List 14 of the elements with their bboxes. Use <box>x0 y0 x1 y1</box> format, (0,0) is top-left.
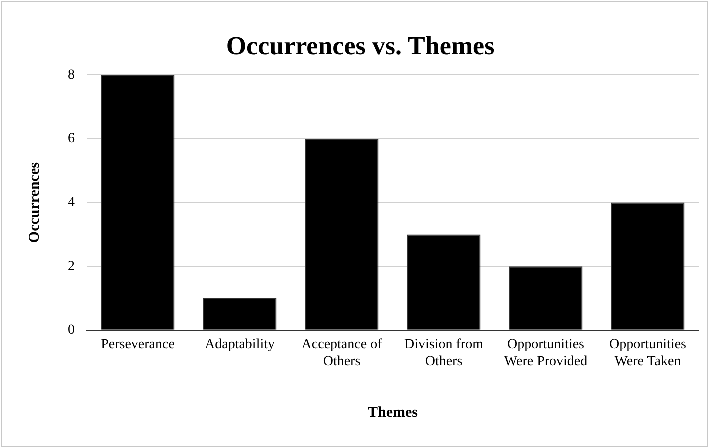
x-tick-label: Adaptability <box>205 337 275 352</box>
y-tick-label: 8 <box>68 68 75 83</box>
y-tick-label: 2 <box>68 259 75 274</box>
x-tick-label: Perseverance <box>101 337 175 352</box>
y-tick-label: 4 <box>68 195 75 210</box>
x-tick-label: Opportunities Were Provided <box>504 337 588 370</box>
x-tick-label: Division from Others <box>404 337 484 370</box>
y-tick-label: 0 <box>68 323 75 338</box>
y-axis-title: Occurrences <box>26 162 43 244</box>
x-tick-label: Acceptance of Others <box>302 337 383 370</box>
x-tick-label: Opportunities Were Taken <box>610 337 686 370</box>
chart-title: Occurrences vs. Themes <box>226 31 495 60</box>
x-axis-title: Themes <box>368 404 418 421</box>
y-tick-label: 6 <box>68 132 75 147</box>
